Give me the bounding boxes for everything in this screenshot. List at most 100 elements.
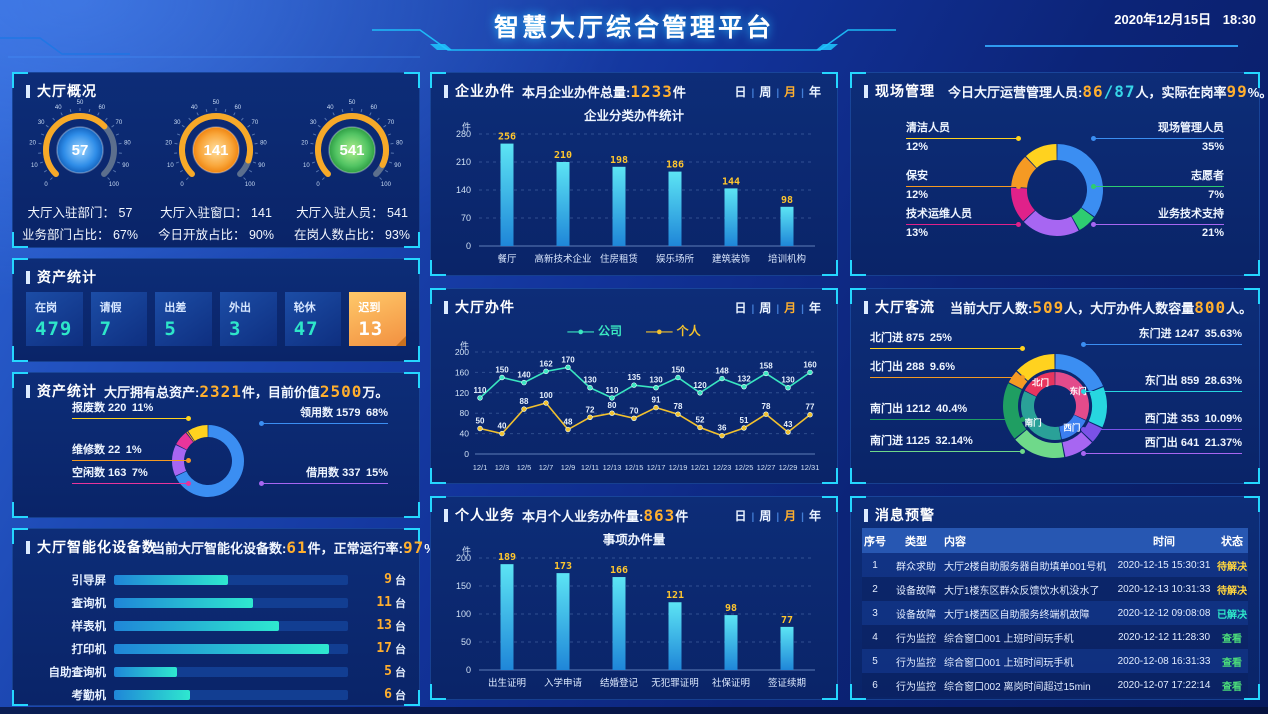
tab-年[interactable]: 年 — [808, 85, 821, 99]
tab-月[interactable]: 月 — [784, 509, 797, 523]
bar-出生证明 — [500, 564, 514, 670]
svg-text:120: 120 — [455, 388, 469, 398]
donut-segment-现场管理人员 — [1057, 144, 1103, 217]
line-series-公司 — [479, 366, 811, 399]
table-row[interactable]: 1 群众求助 大厅2楼自助服务器自助填单001号机 2020-12-15 15:30:… — [862, 553, 1248, 577]
donut-label-西门进: 西门进 353 10.09% — [1081, 413, 1242, 432]
device-row-打印机: 打印机 17 台 — [71, 641, 407, 656]
svg-text:150: 150 — [456, 581, 471, 591]
table-row[interactable]: 4 行为监控 综合窗口001 上班时间玩手机 2020-12-12 11:28:30 查… — [862, 625, 1248, 649]
bar-餐厅 — [500, 143, 514, 246]
status-card-row: 在岗 479 请假 7 出差 5 外出 3 轮休 47 迟到 13 — [26, 292, 407, 346]
panel-title: 大厅办件 — [444, 297, 515, 317]
svg-text:198: 198 — [610, 155, 628, 166]
panel-staff-status: 资产统计 在岗 479 请假 7 出差 5 外出 3 轮休 47 迟到 13 — [12, 258, 420, 362]
status-badge[interactable]: 待解决 — [1217, 561, 1247, 573]
period-tabs: 日 | 周 | 月 | 年 — [730, 83, 827, 100]
tab-月[interactable]: 月 — [784, 301, 797, 315]
svg-text:40: 40 — [327, 105, 334, 111]
gauge-0: 0 10 20 30 40 50 60 70 80 90 100 57 大厅入驻部门： 57 业务部门占比… — [14, 98, 146, 243]
svg-text:出生证明: 出生证明 — [488, 677, 526, 689]
svg-text:60: 60 — [234, 105, 241, 111]
status-badge[interactable]: 查看 — [1222, 657, 1242, 669]
table-row[interactable]: 3 设备故障 大厅1楼西区自助服务终端机故障 2020-12-12 09:08:08 已… — [862, 601, 1248, 625]
tab-日[interactable]: 日 — [734, 509, 747, 523]
svg-text:78: 78 — [762, 402, 771, 411]
svg-text:件: 件 — [462, 121, 471, 132]
donut-segment-空闲数 — [176, 432, 194, 450]
svg-text:141: 141 — [203, 142, 228, 159]
tab-separator: | — [751, 88, 755, 99]
line-series-个人 — [479, 402, 811, 437]
legend-个人[interactable]: —●— 个人 — [646, 324, 701, 338]
svg-text:140: 140 — [517, 371, 531, 380]
svg-text:结婚登记: 结婚登记 — [600, 677, 639, 689]
table-row[interactable]: 5 行为监控 综合窗口001 上班时间玩手机 2020-12-08 16:31:33 查… — [862, 649, 1248, 673]
bar-入学申请 — [556, 573, 570, 670]
tab-月[interactable]: 月 — [784, 85, 797, 99]
svg-text:12/11: 12/11 — [581, 463, 599, 472]
svg-text:80: 80 — [260, 140, 267, 146]
svg-text:40: 40 — [460, 429, 470, 439]
panel-title: 资产统计 — [26, 267, 97, 287]
svg-text:140: 140 — [456, 185, 471, 195]
status-card-在岗: 在岗 479 — [26, 292, 83, 346]
tab-周[interactable]: 周 — [759, 85, 772, 99]
tab-separator: | — [776, 304, 780, 315]
device-row-考勤机: 考勤机 6 台 — [71, 687, 407, 702]
svg-text:0: 0 — [464, 449, 469, 459]
tab-周[interactable]: 周 — [759, 301, 772, 315]
tab-周[interactable]: 周 — [759, 509, 772, 523]
gauge-subcaption: 在岗人数占比： 93% — [294, 228, 410, 242]
gauge-subcaption: 业务部门占比： 67% — [22, 228, 138, 242]
bar-结婚登记 — [612, 577, 626, 670]
svg-text:77: 77 — [806, 403, 815, 412]
svg-text:90: 90 — [122, 163, 129, 169]
tab-年[interactable]: 年 — [808, 301, 821, 315]
tab-年[interactable]: 年 — [808, 509, 821, 523]
svg-text:12/3: 12/3 — [495, 463, 510, 472]
table-row[interactable]: 6 行为监控 综合窗口002 离岗时间超过15min 2020-12-07 17:22… — [862, 673, 1248, 697]
table-row[interactable]: 2 设备故障 大厅1楼东区群众反馈饮水机没水了 2020-12-13 10:31:33… — [862, 577, 1248, 601]
svg-text:70: 70 — [387, 120, 394, 126]
donut-segment-报废数 — [188, 425, 208, 441]
period-tabs: 日 | 周 | 月 | 年 — [730, 507, 827, 524]
svg-text:50: 50 — [461, 637, 471, 647]
svg-text:52: 52 — [696, 415, 705, 424]
svg-text:121: 121 — [666, 590, 684, 601]
tab-日[interactable]: 日 — [734, 301, 747, 315]
svg-text:培训机构: 培训机构 — [768, 253, 806, 265]
assets-summary: 大厅拥有总资产:2321件，目前价值2500万。 — [104, 382, 389, 401]
donut-label-北门出: 北门出 288 9.6% — [870, 361, 1025, 380]
status-badge[interactable]: 查看 — [1222, 633, 1242, 645]
chart-title: 企业分类办件统计 — [583, 109, 684, 123]
svg-text:高新技术企业: 高新技术企业 — [534, 253, 591, 265]
svg-text:70: 70 — [630, 406, 639, 415]
donut-segment-技术运维人员 — [1011, 187, 1035, 222]
tab-日[interactable]: 日 — [734, 85, 747, 99]
svg-text:158: 158 — [759, 361, 773, 370]
svg-text:12/21: 12/21 — [691, 463, 710, 472]
legend-公司[interactable]: —●— 公司 — [567, 324, 622, 338]
tab-separator: | — [801, 512, 804, 523]
status-card-出差: 出差 5 — [155, 292, 213, 346]
donut-label-北门进: 北门进 875 25% — [870, 332, 1025, 351]
donut-segment-北门 — [1024, 372, 1055, 397]
status-badge[interactable]: 查看 — [1222, 681, 1242, 693]
table-header: 序号 类型 内容 时间 状态 — [862, 528, 1248, 553]
panel-title: 企业办件 — [444, 81, 515, 101]
svg-text:12/17: 12/17 — [647, 463, 666, 472]
svg-text:0: 0 — [466, 241, 471, 251]
status-badge[interactable]: 已解决 — [1217, 609, 1247, 621]
svg-text:100: 100 — [381, 182, 392, 188]
svg-text:77: 77 — [781, 615, 793, 626]
status-badge[interactable]: 待解决 — [1217, 585, 1247, 597]
svg-text:40: 40 — [55, 105, 62, 111]
svg-text:12/1: 12/1 — [473, 463, 488, 472]
donut-label-东门进: 东门进 1247 35.63% — [1081, 328, 1242, 347]
svg-text:0: 0 — [316, 182, 320, 188]
page-title: 智慧大厅综合管理平台 — [493, 14, 774, 42]
site-summary: 今日大厅运营管理人员:86/87人，实际在岗率99%。 — [948, 82, 1268, 101]
period-tabs: 日 | 周 | 月 | 年 — [730, 299, 827, 316]
svg-text:12/23: 12/23 — [713, 463, 732, 472]
